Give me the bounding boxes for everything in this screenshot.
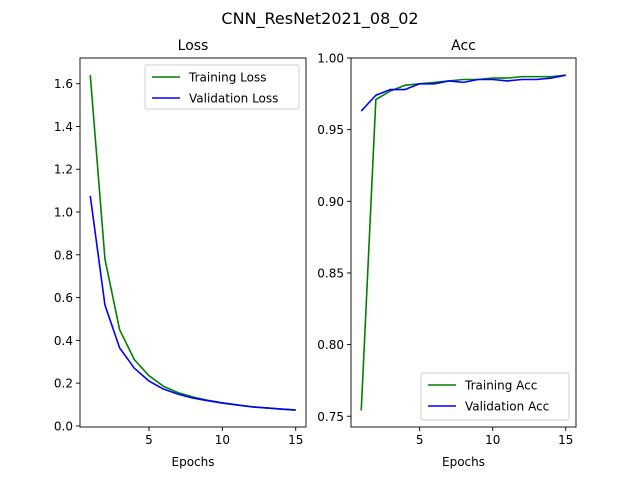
- loss-legend-label-validation-loss: Validation Loss: [189, 92, 278, 106]
- acc-xtick-label: 15: [558, 433, 573, 447]
- acc-legend-label-training-acc: Training Acc: [464, 379, 537, 393]
- loss-ytick-label: 1.2: [54, 163, 73, 177]
- loss-xtick-label: 15: [288, 433, 303, 447]
- loss-ytick-label: 0.6: [54, 291, 73, 305]
- loss-ytick-label: 1.4: [54, 120, 73, 134]
- loss-ytick-label: 0.4: [54, 334, 73, 348]
- loss-title: Loss: [178, 38, 209, 54]
- loss-ytick-label: 0.8: [54, 248, 73, 262]
- acc-ytick-label: 1.00: [317, 52, 344, 66]
- loss-legend-label-training-loss: Training Loss: [188, 71, 266, 85]
- loss-ytick-label: 1.0: [54, 206, 73, 220]
- loss-xtick-label: 10: [215, 433, 230, 447]
- loss-ytick-label: 0.0: [54, 419, 73, 433]
- acc-subplot: Acc 5 10 15 0.75 0.80 0.85 0.90 0.95 1.00 Epochs Tr…: [317, 38, 577, 469]
- figure-title: CNN_ResNet2021_08_02: [221, 9, 418, 29]
- acc-line-training-acc: [360, 74, 566, 411]
- loss-ytick-label: 1.6: [54, 77, 73, 91]
- loss-xtick-label: 5: [145, 433, 153, 447]
- acc-ytick-label: 0.95: [317, 123, 344, 137]
- acc-ytick-label: 0.75: [317, 410, 344, 424]
- acc-legend-label-validation-acc: Validation Acc: [465, 400, 549, 414]
- loss-xlabel: Epochs: [172, 455, 215, 469]
- acc-xtick-label: 10: [485, 433, 500, 447]
- loss-line-validation-loss: [89, 195, 296, 411]
- loss-ytick-label: 0.2: [54, 377, 73, 391]
- acc-axes-frame: [350, 57, 577, 428]
- loss-axes-frame: [79, 57, 307, 428]
- acc-legend-box: [420, 372, 570, 421]
- acc-line-validation-acc: [360, 74, 566, 112]
- acc-xlabel: Epochs: [442, 455, 485, 469]
- acc-ytick-label: 0.80: [317, 338, 344, 352]
- loss-legend-box: [144, 64, 300, 110]
- acc-title: Acc: [451, 38, 476, 54]
- acc-ytick-label: 0.90: [317, 195, 344, 209]
- loss-line-training-loss: [89, 75, 296, 411]
- acc-xtick-label: 5: [416, 433, 424, 447]
- loss-subplot: Loss 5 10 15 0.0 0.2 0.4 0.6 0.8 1.0 1.2 1.4 1.6 Epoc…: [54, 38, 307, 469]
- acc-ytick-label: 0.85: [317, 266, 344, 280]
